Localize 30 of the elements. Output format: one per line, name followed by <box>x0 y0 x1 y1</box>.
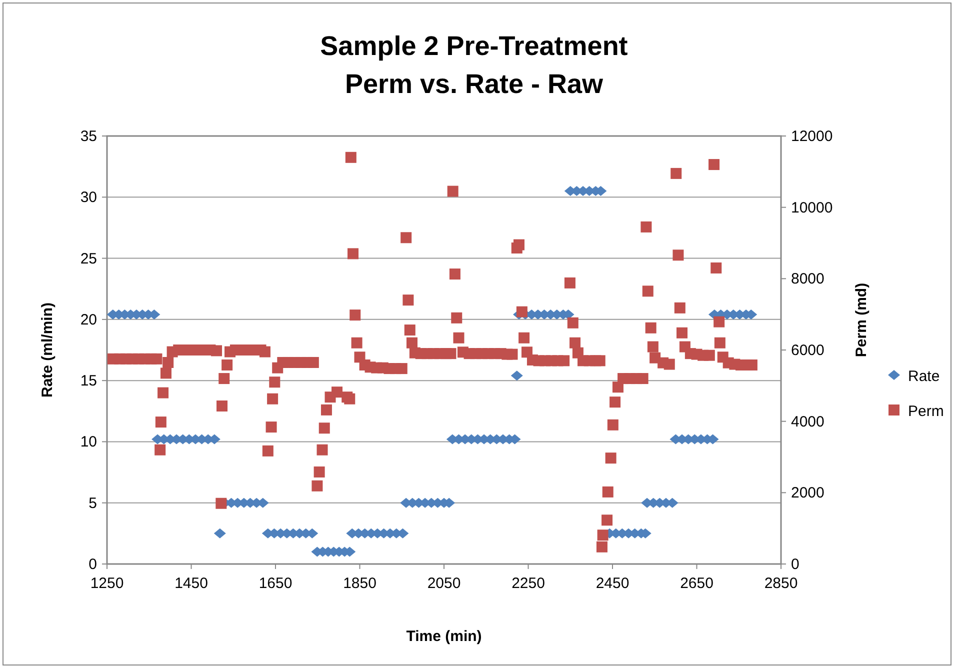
y2-tick-label: 10000 <box>791 199 833 216</box>
x-tick-label: 2850 <box>764 575 798 592</box>
y2-tick-label: 12000 <box>791 128 833 145</box>
y-tick-label: 20 <box>80 311 97 328</box>
chart-title: Sample 2 Pre-Treatment Perm vs. Rate - Raw <box>320 31 628 99</box>
y-tick-label: 25 <box>80 250 97 268</box>
y-tick-label: 5 <box>88 494 97 512</box>
x-tick-label: 2450 <box>596 575 630 592</box>
x-tick-label: 2250 <box>512 575 545 592</box>
y2-tick-label: 4000 <box>791 413 824 430</box>
x-tick-label: 1250 <box>90 575 124 592</box>
y-axis-title: Rate (ml/min) <box>39 302 56 398</box>
y-tick-label: 35 <box>80 128 97 145</box>
x-tick-label: 1450 <box>174 575 208 592</box>
y-tick-label: 30 <box>80 189 97 206</box>
y-tick-label: 10 <box>80 434 97 451</box>
y-tick-label: 15 <box>80 372 97 390</box>
y2-tick-label: 6000 <box>791 342 824 359</box>
x-tick-label: 2050 <box>427 575 461 592</box>
x-tick-label: 1850 <box>343 575 376 592</box>
y2-tick-label: 8000 <box>791 270 824 288</box>
y2-axis-title: Perm (md) <box>853 282 870 358</box>
legend-label: Perm <box>908 403 944 420</box>
x-axis-title: Time (min) <box>406 628 482 645</box>
x-tick-label: 1650 <box>258 575 292 592</box>
x-tick-label: 2650 <box>680 575 714 592</box>
y2-tick-label: 2000 <box>791 484 824 502</box>
y-tick-label: 0 <box>88 556 97 573</box>
legend-label: Rate <box>908 368 940 385</box>
y2-tick-label: 0 <box>791 556 800 573</box>
